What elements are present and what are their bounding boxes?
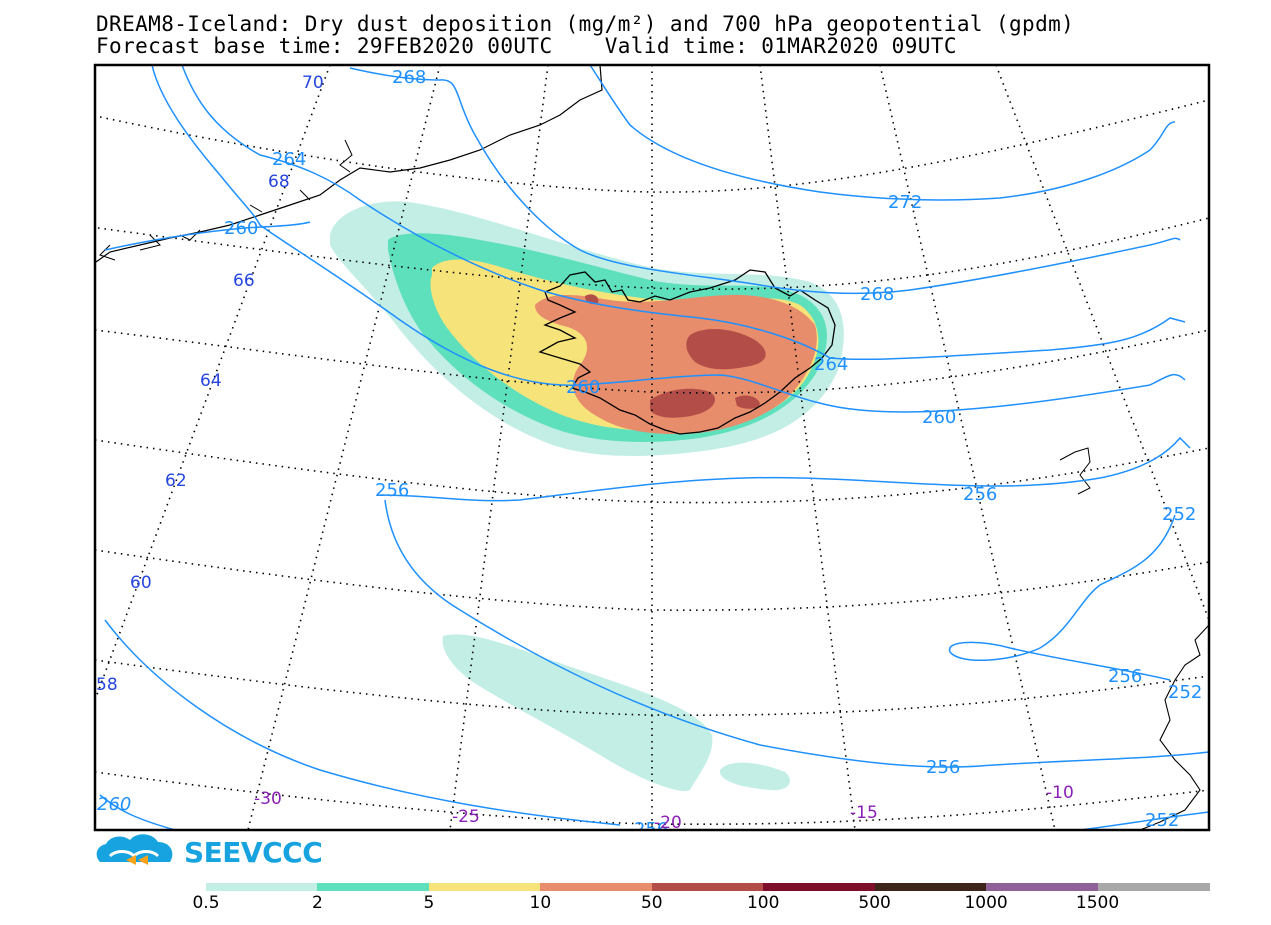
legend-label: 100 (746, 893, 780, 913)
parallel-line (95, 439, 1209, 504)
parallel-line (99, 99, 1209, 193)
legend-label: 0.5 (192, 893, 220, 913)
graticule (95, 65, 1209, 830)
contour-labels: 268 264 260 272 268 264 260 260 256 256 … (97, 67, 1202, 840)
lat-label-64: 64 (200, 371, 222, 391)
geopotential-contours (99, 65, 1209, 830)
lon-label-minus30: -30 (254, 789, 282, 809)
lat-label-70: 70 (302, 73, 324, 93)
legend-swatch (874, 883, 987, 891)
contour-label: 260 (922, 407, 956, 428)
legend-label: 5 (423, 893, 435, 913)
contour-label: 264 (272, 149, 306, 170)
contour-label: 256 (926, 757, 960, 778)
lat-label-60: 60 (130, 573, 152, 593)
meridian-line (879, 65, 1056, 830)
contour-label: 268 (392, 67, 426, 88)
contour-label: 260 (224, 218, 258, 239)
dust-band-0.5-south-small (719, 762, 790, 791)
norway-coastline (1139, 624, 1209, 830)
legend-label: 2 (312, 893, 323, 913)
lat-label-66: 66 (233, 271, 255, 291)
map-frame (93, 63, 1211, 832)
seevccc-logo-icon (96, 834, 173, 865)
contour-260 (151, 65, 1186, 413)
contour-256-main (379, 436, 1191, 502)
dust-band-50-south (650, 388, 715, 418)
legend-swatch (317, 883, 430, 891)
contour-label: 252 (1162, 504, 1196, 525)
lon-label-minus10: -10 (1046, 783, 1074, 803)
forecast-base-time: Forecast base time: 29FEB2020 00UTC (96, 34, 553, 58)
meridian-line (995, 65, 1209, 621)
contour-label: 260 (566, 377, 600, 398)
seevccc-logo-text: SEEVCCC (184, 836, 323, 869)
greenland-coast-detail (99, 139, 353, 261)
legend-swatch (206, 883, 318, 891)
contour-label: 272 (888, 192, 922, 213)
contour-256-southwest (104, 619, 621, 826)
lat-label-62: 62 (165, 471, 187, 491)
lat-label-68: 68 (268, 172, 290, 192)
legend-label: 50 (640, 893, 663, 913)
meridian-line (759, 65, 856, 830)
contour-256-lower (384, 499, 1209, 768)
lon-label-minus20: -20 (654, 813, 682, 833)
lon-label-minus15: -15 (850, 803, 878, 823)
legend-swatch (1097, 883, 1210, 891)
dust-deposition-shading (330, 201, 844, 791)
lat-label-58: 58 (96, 675, 118, 695)
iceland-coastline (538, 269, 836, 435)
lon-label-minus25: -25 (452, 807, 480, 827)
contour-label: 256 (1108, 666, 1142, 687)
meridian-line (95, 65, 331, 701)
legend-swatch (651, 883, 764, 891)
meridian-line (247, 65, 441, 830)
contour-label: 260 (97, 794, 131, 815)
contour-label: 252 (1145, 810, 1179, 831)
longitude-labels: -30 -25 -20 -15 -10 (254, 783, 1074, 833)
legend-label: 1000 (964, 893, 1008, 913)
legend-swatch (428, 883, 541, 891)
valid-time: Valid time: 01MAR2020 09UTC (604, 34, 957, 58)
contour-272 (589, 65, 1176, 201)
parallel-line (97, 217, 1209, 290)
dust-band-0.5-south (442, 634, 713, 791)
map-subtitle: Forecast base time: 29FEB2020 00UTC Vali… (96, 35, 957, 57)
contour-252-loop (949, 514, 1176, 681)
latitude-labels: 70 68 66 64 62 60 58 (96, 73, 324, 695)
legend-label: 1500 (1075, 893, 1120, 913)
legend-label: 500 (858, 893, 891, 913)
contour-260-west (104, 221, 311, 251)
contour-label: 256 (375, 480, 409, 501)
contour-268-north (349, 67, 1181, 295)
contour-label: 252 (1168, 682, 1202, 703)
dust-band-50 (686, 328, 766, 370)
contour-252-bottom (99, 794, 176, 830)
map-title: DREAM8-Iceland: Dry dust deposition (mg/… (96, 12, 1075, 36)
contour-264-north (181, 65, 1186, 361)
contour-label: 256 (634, 819, 668, 840)
legend-swatch (986, 883, 1099, 891)
faroe-islands (1059, 447, 1091, 495)
contour-label: 264 (814, 354, 848, 375)
contour-label: 256 (963, 484, 997, 505)
legend-swatch (540, 883, 653, 891)
legend-swatch (763, 883, 876, 891)
legend-label: 10 (529, 893, 552, 913)
parallel-line (95, 549, 1209, 611)
contour-252-southeast (1079, 811, 1209, 830)
dust-band-50-east (735, 395, 760, 409)
contour-label: 268 (860, 284, 894, 305)
